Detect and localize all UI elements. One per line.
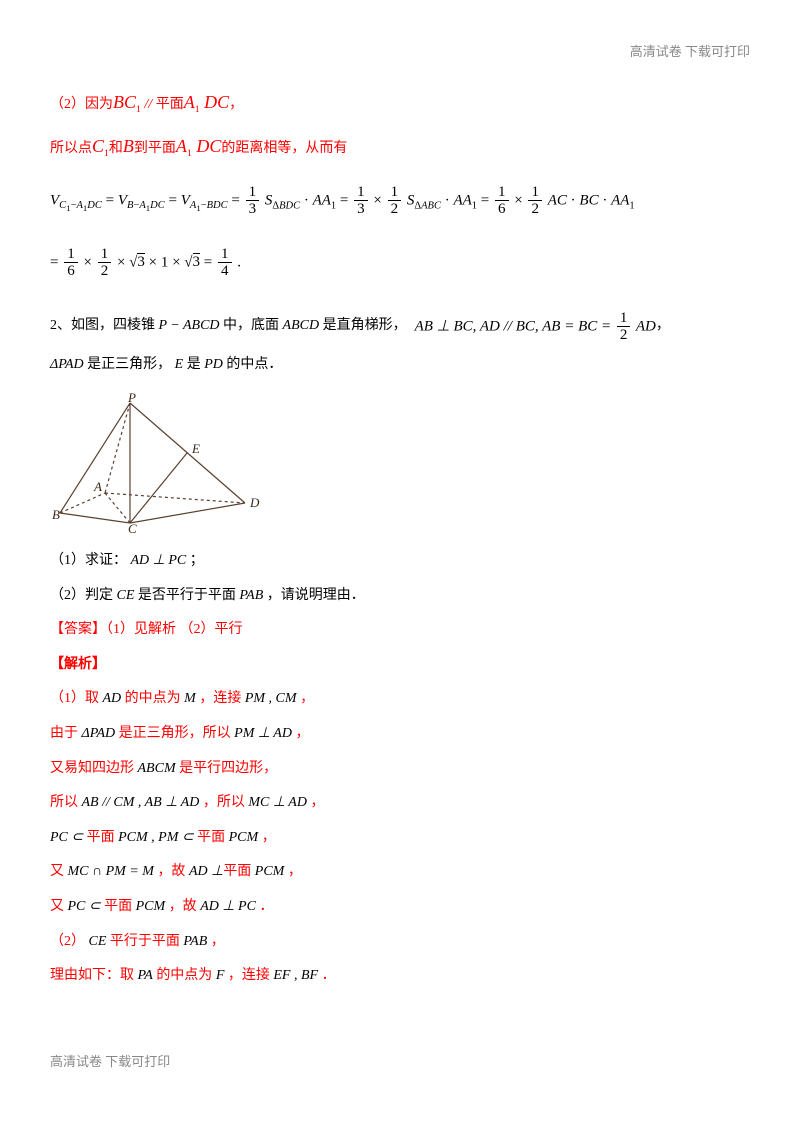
analysis-label: 【解析】: [50, 652, 750, 679]
svg-text:B: B: [52, 507, 60, 522]
proof-part2-2: 理由如下：取 PA 的中点为 F ，连接 EF , BF ．: [50, 963, 750, 990]
sol-part2-line1: （2）因为BC1 // 平面A1 DC，: [50, 85, 750, 119]
proof-step-6: 又 MC ∩ PM = M ，故 AD ⊥平面 PCM ，: [50, 859, 750, 886]
volume-formula-2: = 16 × 12 × √3 × 1 × √3 = 14 .: [50, 246, 241, 280]
question-2: （2）判定 CE 是否平行于平面 PAB ，请说明理由．: [50, 583, 750, 610]
svg-text:C: C: [128, 521, 137, 533]
svg-text:A: A: [93, 479, 102, 494]
proof-step-7: 又 PC ⊂ 平面 PCM ，故 AD ⊥ PC ．: [50, 894, 750, 921]
proof-step-5: PC ⊂ 平面 PCM , PM ⊂ 平面 PCM ，: [50, 825, 750, 852]
answer-label: 【答案】（1）见解析 （2）平行: [50, 617, 750, 644]
svg-text:P: P: [127, 393, 136, 405]
pyramid-figure: P E A B C D: [50, 393, 270, 533]
proof-step-4: 所以 AB // CM , AB ⊥ AD ，所以 MC ⊥ AD ，: [50, 790, 750, 817]
page-footer: 高清试卷 下载可打印: [50, 1050, 750, 1075]
problem2-line2: ΔPAD 是正三角形， E 是 PD 的中点．: [50, 352, 750, 379]
svg-text:E: E: [191, 441, 200, 456]
sol-part2-line2: 所以点C1和B到平面A1 DC的距离相等，从而有: [50, 129, 750, 163]
svg-text:D: D: [249, 495, 260, 510]
proof-part2-1: （2） CE 平行于平面 PAB ，: [50, 929, 750, 956]
proof-step-2: 由于 ΔPAD 是正三角形，所以 PM ⊥ AD ，: [50, 721, 750, 748]
problem2-line1: 2、如图，四棱锥 P − ABCD 中，底面 ABCD 是直角梯形， AB ⊥ …: [50, 310, 750, 344]
page-header: 高清试卷 下载可打印: [50, 40, 750, 65]
question-1: （1）求证： AD ⊥ PC ；: [50, 548, 750, 575]
proof-step-1: （1）取 AD 的中点为 M ，连接 PM , CM ，: [50, 686, 750, 713]
proof-step-3: 又易知四边形 ABCM 是平行四边形，: [50, 756, 750, 783]
volume-formula: VC1−A1DC = VB−A1DC = VA1−BDC = 13 SΔBDC …: [50, 184, 635, 218]
